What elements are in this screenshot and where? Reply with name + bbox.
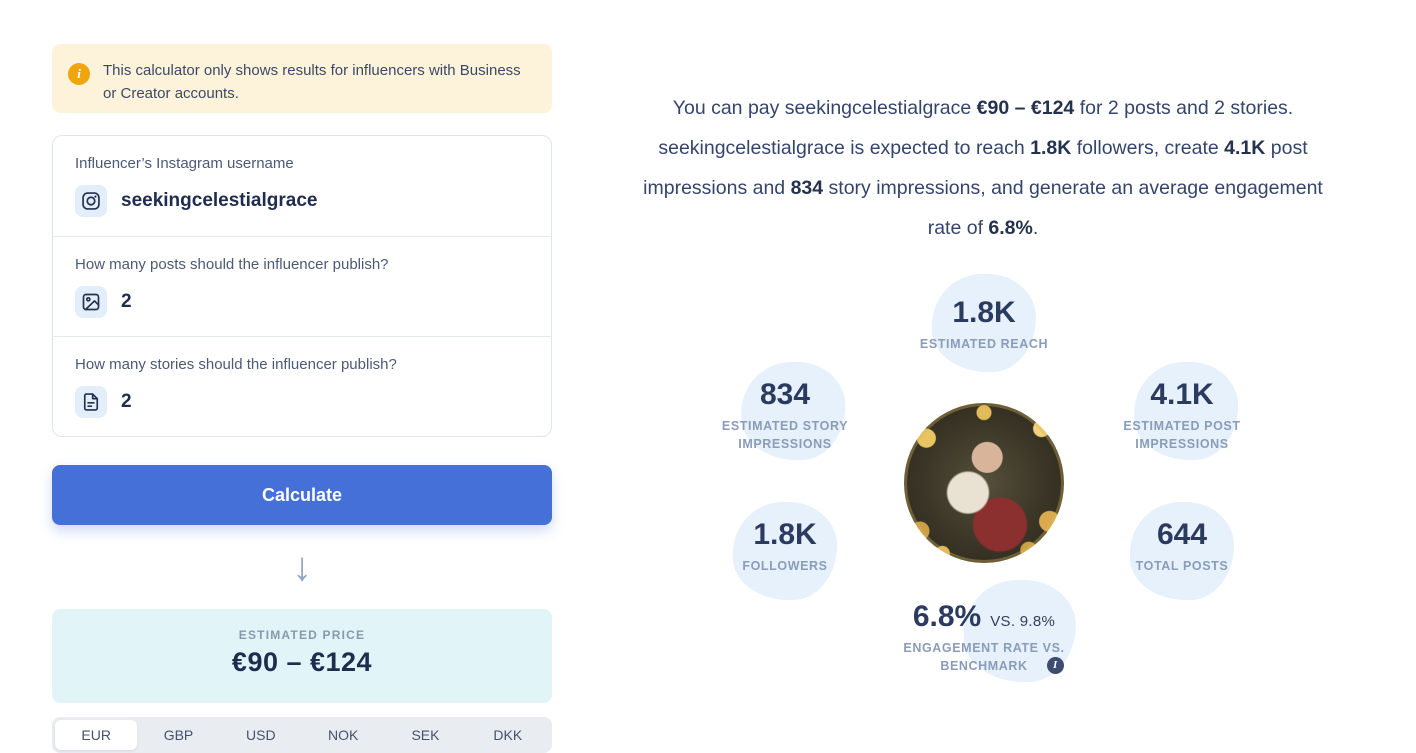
total-posts-value: 644 bbox=[1156, 518, 1208, 551]
estimated-price-label: ESTIMATED PRICE bbox=[238, 628, 366, 642]
stat-estimated-reach: 1.8K ESTIMATED REACH bbox=[874, 296, 1094, 353]
stats-infographic: 1.8K ESTIMATED REACH 834 ESTIMATED STORY… bbox=[630, 260, 1336, 700]
calculator-panel: i This calculator only shows results for… bbox=[52, 44, 552, 753]
currency-selector: EUR GBP USD NOK SEK DKK bbox=[52, 717, 552, 753]
image-icon bbox=[75, 286, 107, 318]
engagement-benchmark-value: vs. 9.8% bbox=[990, 613, 1056, 630]
estimated-price-value: €90 – €124 bbox=[231, 647, 373, 677]
posts-count-label: How many posts should the influencer pub… bbox=[75, 256, 389, 273]
post-impressions-label: ESTIMATED POST IMPRESSIONS bbox=[1123, 419, 1241, 451]
info-icon: i bbox=[68, 63, 90, 85]
stories-count-field-row[interactable]: How many stories should the influencer p… bbox=[53, 336, 551, 436]
engagement-info-icon[interactable]: i bbox=[1047, 657, 1064, 674]
stat-estimated-story-impressions: 834 ESTIMATED STORY IMPRESSIONS bbox=[685, 378, 885, 453]
currency-tab-eur[interactable]: EUR bbox=[55, 720, 138, 750]
currency-tab-sek[interactable]: SEK bbox=[411, 727, 440, 743]
currency-tab-gbp[interactable]: GBP bbox=[163, 727, 194, 743]
currency-tab-dkk[interactable]: DKK bbox=[493, 727, 523, 743]
currency-tab-nok[interactable]: NOK bbox=[327, 727, 359, 743]
followers-value: 1.8K bbox=[753, 518, 817, 551]
estimated-price-box: ESTIMATED PRICE €90 – €124 bbox=[52, 609, 552, 703]
estimated-reach-value: 1.8K bbox=[952, 296, 1016, 329]
stat-estimated-post-impressions: 4.1K ESTIMATED POST IMPRESSIONS bbox=[1082, 378, 1282, 453]
calculator-form: Influencer’s Instagram username seekingc… bbox=[52, 135, 552, 437]
story-document-icon bbox=[75, 386, 107, 418]
username-input[interactable]: seekingcelestialgrace bbox=[121, 190, 318, 211]
engagement-rate-label: ENGAGEMENT RATE VS. BENCHMARK i bbox=[903, 641, 1065, 674]
followers-label: FOLLOWERS bbox=[742, 559, 828, 573]
stories-count-input[interactable]: 2 bbox=[121, 391, 132, 412]
profile-photo bbox=[904, 403, 1064, 563]
posts-count-input[interactable]: 2 bbox=[121, 291, 132, 312]
story-impressions-label: ESTIMATED STORY IMPRESSIONS bbox=[721, 419, 849, 451]
total-posts-label: TOTAL POSTS bbox=[1135, 559, 1229, 573]
post-impressions-value: 4.1K bbox=[1150, 378, 1214, 411]
calculate-button[interactable]: Calculate bbox=[52, 465, 552, 525]
info-banner-text: This calculator only shows results for i… bbox=[103, 62, 521, 102]
arrow-down-icon: ↓ bbox=[292, 545, 312, 589]
stat-engagement-rate: 6.8% vs. 9.8% ENGAGEMENT RATE VS. BENCHM… bbox=[864, 600, 1104, 675]
currency-tab-usd[interactable]: USD bbox=[246, 727, 276, 743]
story-impressions-value: 834 bbox=[759, 378, 811, 411]
stories-count-label: How many stories should the influencer p… bbox=[75, 356, 397, 373]
username-label: Influencer’s Instagram username bbox=[75, 155, 294, 172]
result-summary-text: You can pay seekingcelestialgrace €90 – … bbox=[643, 97, 1323, 239]
instagram-icon bbox=[75, 185, 107, 217]
stat-followers: 1.8K FOLLOWERS bbox=[685, 518, 885, 575]
username-field-row[interactable]: Influencer’s Instagram username seekingc… bbox=[53, 136, 551, 236]
engagement-rate-value: 6.8% bbox=[912, 600, 982, 633]
estimated-reach-label: ESTIMATED REACH bbox=[919, 337, 1049, 351]
stat-total-posts: 644 TOTAL POSTS bbox=[1082, 518, 1282, 575]
info-banner: i This calculator only shows results for… bbox=[52, 44, 552, 113]
posts-count-field-row[interactable]: How many posts should the influencer pub… bbox=[53, 236, 551, 336]
